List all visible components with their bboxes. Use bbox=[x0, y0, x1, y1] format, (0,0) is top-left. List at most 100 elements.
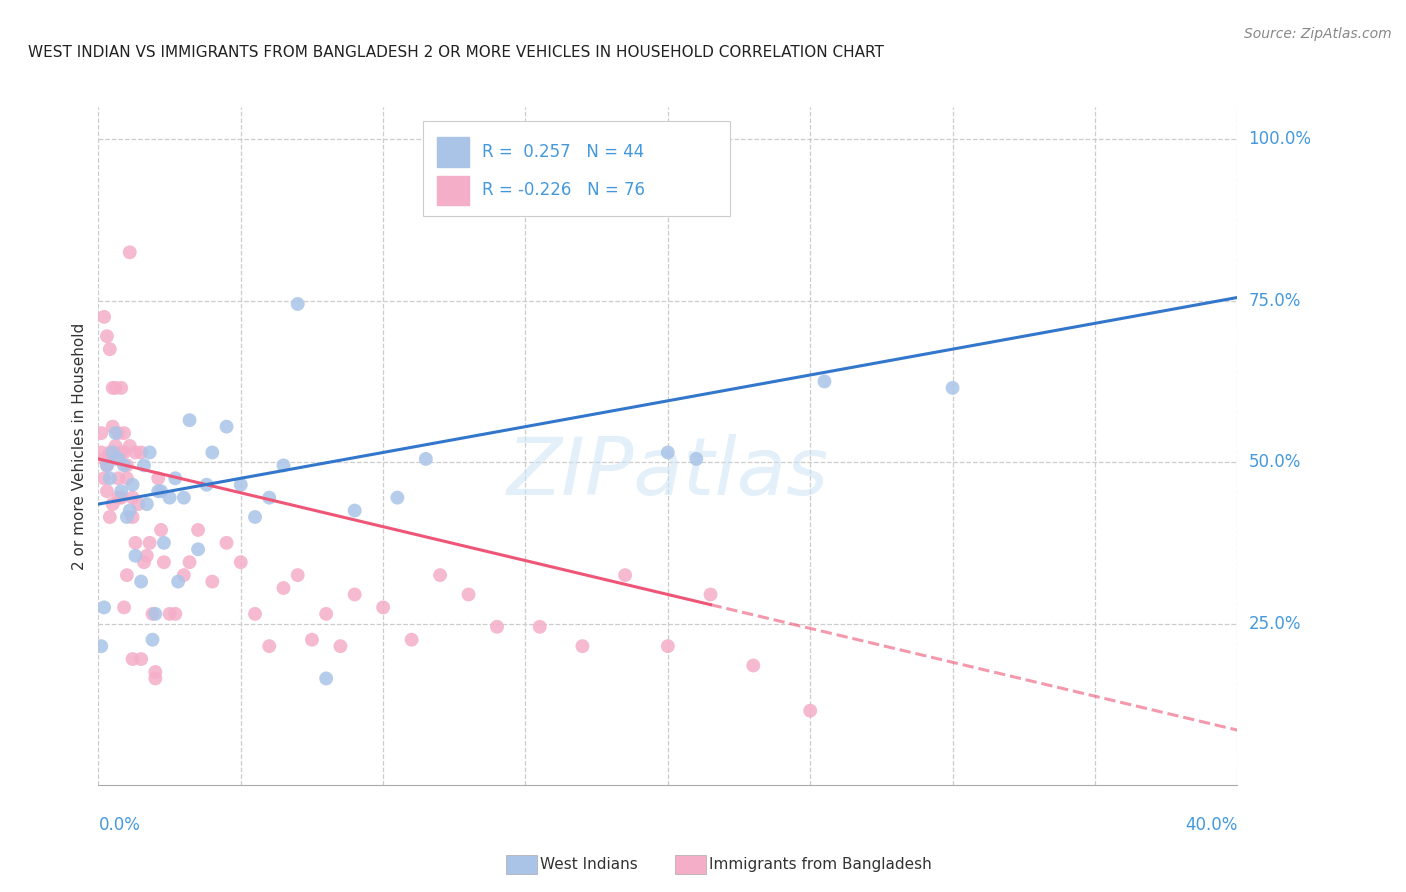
Point bbox=[273, 581, 295, 595]
Point bbox=[148, 471, 170, 485]
Point bbox=[699, 587, 721, 601]
Point bbox=[201, 445, 224, 459]
Text: ZIPatlas: ZIPatlas bbox=[506, 434, 830, 512]
Point bbox=[104, 451, 127, 466]
Point bbox=[329, 639, 352, 653]
Point bbox=[657, 639, 679, 653]
Point bbox=[148, 484, 170, 499]
Point bbox=[132, 555, 155, 569]
Point bbox=[98, 510, 121, 524]
Point bbox=[129, 652, 152, 666]
Point bbox=[159, 607, 181, 621]
FancyBboxPatch shape bbox=[437, 136, 468, 167]
Text: Immigrants from Bangladesh: Immigrants from Bangladesh bbox=[709, 857, 931, 871]
Point bbox=[259, 639, 281, 653]
Point bbox=[301, 632, 323, 647]
Point bbox=[173, 491, 195, 505]
Point bbox=[90, 639, 112, 653]
Point bbox=[159, 491, 181, 505]
Point bbox=[179, 555, 201, 569]
Point bbox=[343, 503, 366, 517]
Point bbox=[96, 458, 118, 473]
Point bbox=[112, 458, 135, 473]
Point bbox=[343, 587, 366, 601]
Point bbox=[96, 484, 118, 499]
Point bbox=[118, 245, 141, 260]
Point bbox=[115, 510, 138, 524]
Text: 75.0%: 75.0% bbox=[1249, 292, 1301, 310]
Point bbox=[415, 451, 437, 466]
Point bbox=[132, 458, 155, 473]
Text: R =  0.257   N = 44: R = 0.257 N = 44 bbox=[482, 143, 644, 161]
Point bbox=[129, 574, 152, 589]
Point bbox=[115, 471, 138, 485]
Point bbox=[315, 672, 337, 686]
Point bbox=[486, 620, 509, 634]
Point bbox=[287, 297, 309, 311]
Point bbox=[141, 607, 163, 621]
Point bbox=[315, 607, 337, 621]
Point bbox=[201, 574, 224, 589]
Point bbox=[153, 555, 176, 569]
Point bbox=[110, 491, 132, 505]
Point bbox=[215, 536, 238, 550]
Point bbox=[165, 607, 187, 621]
Point bbox=[153, 536, 176, 550]
Point bbox=[135, 497, 157, 511]
Text: 100.0%: 100.0% bbox=[1249, 130, 1312, 148]
Point bbox=[942, 381, 965, 395]
Text: Source: ZipAtlas.com: Source: ZipAtlas.com bbox=[1244, 27, 1392, 41]
Point bbox=[93, 471, 115, 485]
Point bbox=[287, 568, 309, 582]
Point bbox=[742, 658, 765, 673]
Point bbox=[145, 607, 167, 621]
Point bbox=[145, 672, 167, 686]
Point bbox=[657, 445, 679, 459]
Point bbox=[124, 445, 146, 459]
Point bbox=[112, 600, 135, 615]
Point bbox=[107, 426, 129, 441]
Point bbox=[229, 477, 252, 491]
Point bbox=[104, 381, 127, 395]
Point bbox=[150, 523, 173, 537]
Point bbox=[243, 510, 266, 524]
Point bbox=[167, 574, 190, 589]
Point bbox=[229, 555, 252, 569]
Point bbox=[115, 568, 138, 582]
Point bbox=[104, 439, 127, 453]
Point bbox=[259, 491, 281, 505]
Point bbox=[90, 426, 112, 441]
Point bbox=[401, 632, 423, 647]
Point bbox=[165, 471, 187, 485]
Point bbox=[215, 419, 238, 434]
Point bbox=[121, 477, 143, 491]
Point bbox=[112, 426, 135, 441]
Point bbox=[112, 445, 135, 459]
Point bbox=[685, 451, 707, 466]
Point bbox=[93, 451, 115, 466]
Text: 50.0%: 50.0% bbox=[1249, 453, 1301, 471]
Point bbox=[121, 652, 143, 666]
Point bbox=[115, 458, 138, 473]
Point bbox=[187, 523, 209, 537]
Point bbox=[124, 549, 146, 563]
Point bbox=[138, 445, 160, 459]
Point bbox=[813, 375, 835, 389]
Point bbox=[110, 484, 132, 499]
Y-axis label: 2 or more Vehicles in Household: 2 or more Vehicles in Household bbox=[72, 322, 87, 570]
Text: R = -0.226   N = 76: R = -0.226 N = 76 bbox=[482, 181, 645, 200]
Point bbox=[614, 568, 637, 582]
Point bbox=[273, 458, 295, 473]
Text: West Indians: West Indians bbox=[540, 857, 638, 871]
Point bbox=[104, 426, 127, 441]
Point bbox=[799, 704, 821, 718]
Text: 0.0%: 0.0% bbox=[98, 815, 141, 833]
Point bbox=[93, 600, 115, 615]
Point bbox=[107, 451, 129, 466]
Point bbox=[187, 542, 209, 557]
Point bbox=[98, 445, 121, 459]
Point bbox=[135, 549, 157, 563]
Point bbox=[529, 620, 551, 634]
FancyBboxPatch shape bbox=[423, 120, 731, 216]
Text: WEST INDIAN VS IMMIGRANTS FROM BANGLADESH 2 OR MORE VEHICLES IN HOUSEHOLD CORREL: WEST INDIAN VS IMMIGRANTS FROM BANGLADES… bbox=[28, 45, 884, 60]
